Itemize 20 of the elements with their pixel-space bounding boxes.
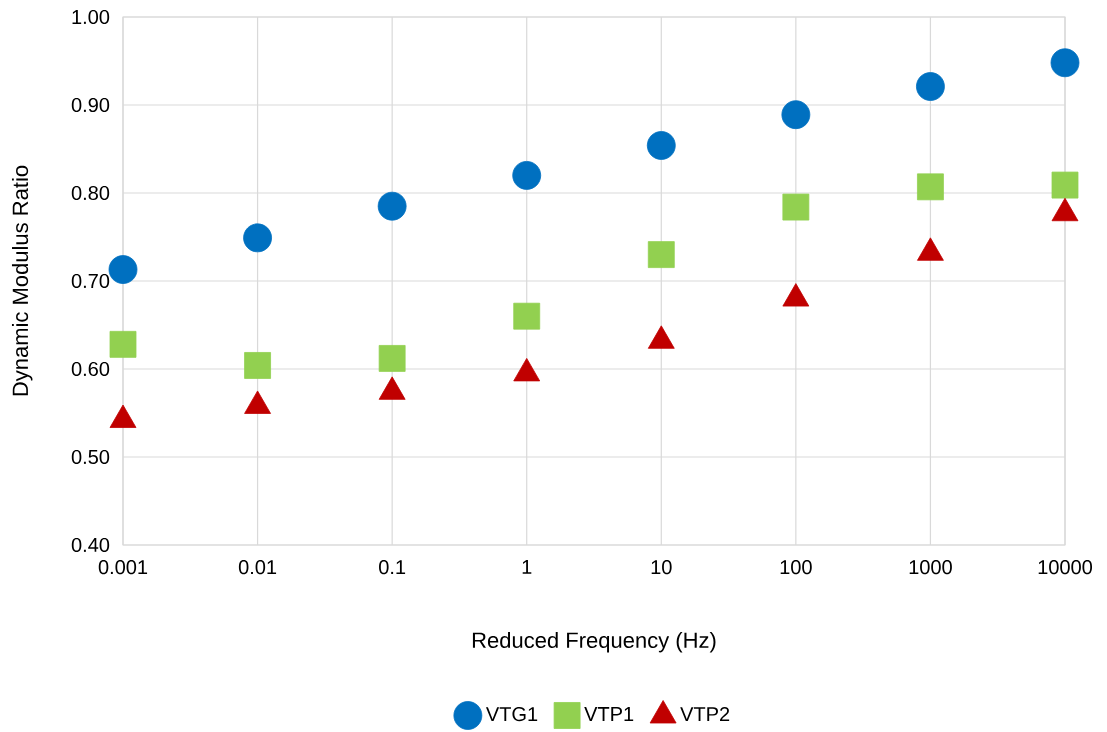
y-tick-label: 1.00 [72,9,110,25]
y-tick-label: 0.40 [71,537,110,553]
x-tick-label: 1000 [909,560,952,575]
x-tick-label: 0.001 [98,560,148,575]
x-tick-label: 10000 [1038,560,1093,575]
x-tick-label: 10 [651,560,672,575]
x-tick-label: 0.1 [379,560,406,575]
y-tick-label: 0.70 [71,273,110,289]
y-tick-label: 0.80 [71,185,110,201]
legend-label: VTP2 [680,707,730,721]
y-tick-label: 0.50 [71,449,110,465]
legend-label: VTG1 [485,707,538,722]
y-tick-label: 0.90 [71,97,110,113]
x-tick-label: 100 [780,560,812,575]
x-axis-title: Reduced Frequency (Hz) [472,631,716,653]
x-tick-label: 0.01 [238,560,277,575]
legend-label: VTP1 [584,707,634,721]
x-tick-label: 1 [522,560,532,574]
y-axis-title: Dynamic Modulus Ratio [11,165,33,396]
y-tick-label: 0.60 [71,361,110,377]
